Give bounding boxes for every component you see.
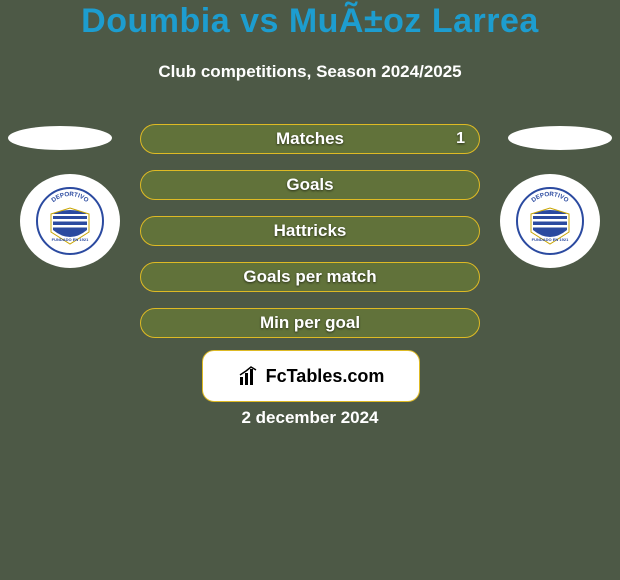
stat-row: Goals per match (140, 262, 480, 292)
stat-label: Goals (141, 171, 479, 199)
svg-text:FUNDADO EN 1921: FUNDADO EN 1921 (52, 237, 89, 242)
player-avatar-right (508, 126, 612, 150)
stat-label: Hattricks (141, 217, 479, 245)
alaves-crest-icon: DEPORTIVO FUNDADO EN 1921 (35, 186, 105, 256)
stat-label: Matches (141, 125, 479, 153)
stat-row: Goals (140, 170, 480, 200)
stat-row: Matches1 (140, 124, 480, 154)
stat-label: Goals per match (141, 263, 479, 291)
stat-value-right: 1 (456, 125, 465, 153)
brand-box: FcTables.com (202, 350, 420, 402)
brand-label: FcTables.com (266, 366, 385, 387)
alaves-crest-icon: DEPORTIVO FUNDADO EN 1921 (515, 186, 585, 256)
footer-date: 2 december 2024 (0, 408, 620, 428)
club-badge-left: DEPORTIVO FUNDADO EN 1921 (20, 174, 120, 268)
stats-table: Matches1 Goals Hattricks Goals per match Min… (140, 124, 480, 354)
page-title: Doumbia vs MuÃ±oz Larrea (0, 2, 620, 41)
stat-label: Min per goal (141, 309, 479, 337)
bar-chart-icon (238, 365, 260, 387)
club-badge-right: DEPORTIVO FUNDADO EN 1921 (500, 174, 600, 268)
stat-row: Min per goal (140, 308, 480, 338)
player-avatar-left (8, 126, 112, 150)
stat-row: Hattricks (140, 216, 480, 246)
page-subtitle: Club competitions, Season 2024/2025 (0, 62, 620, 82)
svg-text:FUNDADO EN 1921: FUNDADO EN 1921 (532, 237, 569, 242)
